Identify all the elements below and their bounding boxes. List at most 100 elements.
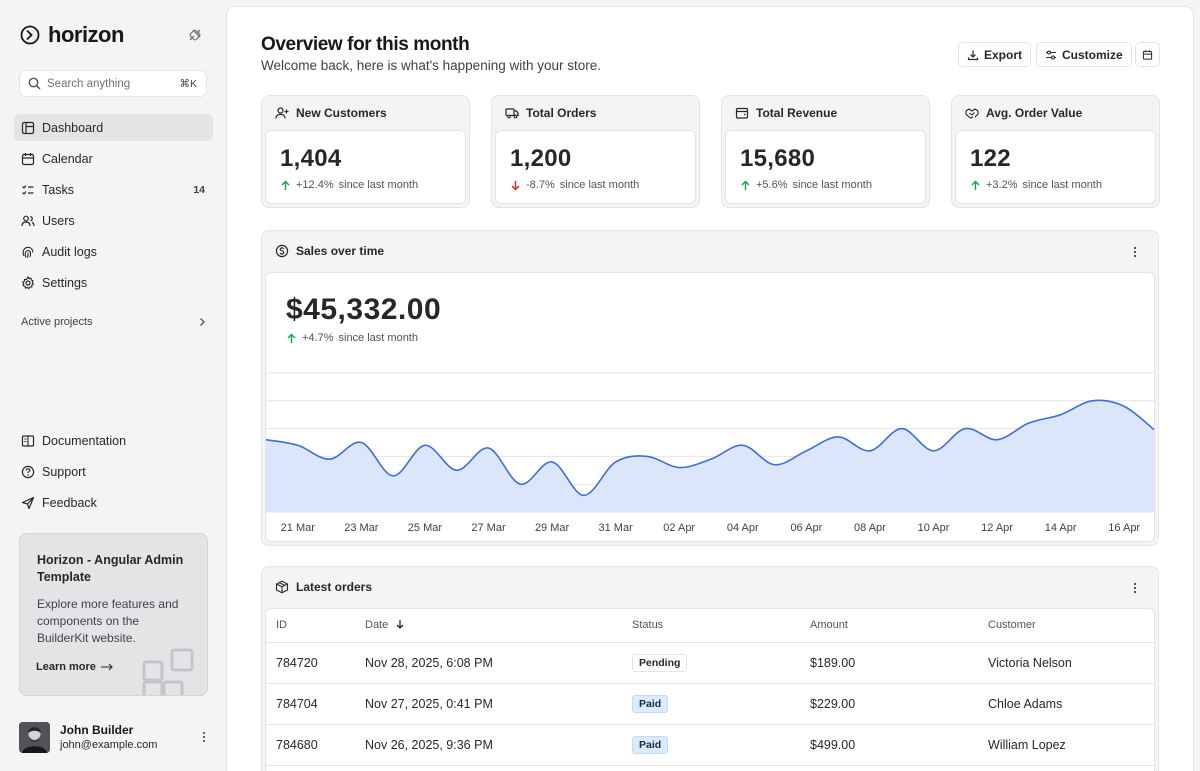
brand[interactable]: horizon: [20, 22, 124, 48]
active-projects-toggle[interactable]: Active projects: [21, 316, 207, 328]
panel-header: Latest orders: [275, 580, 372, 594]
card-title: Total Revenue: [756, 106, 838, 120]
column-header-status[interactable]: Status: [622, 609, 800, 643]
more-vertical-icon[interactable]: [1130, 581, 1140, 595]
column-header-date[interactable]: Date: [355, 609, 622, 643]
search-input[interactable]: [47, 77, 177, 90]
orders-panel: Latest orders ID Date Status Amount Cust…: [261, 566, 1159, 771]
arrow-up-icon: [287, 333, 296, 343]
user-plus-icon: [275, 107, 289, 119]
gear-icon: [21, 275, 35, 289]
brand-name: horizon: [48, 22, 124, 47]
order-customer: William Lopez: [978, 724, 1154, 766]
stat-delta: -8.7% since last month: [510, 179, 639, 191]
order-status: Pending: [622, 642, 800, 684]
users-icon: [21, 215, 35, 226]
order-date: Nov 28, 2025, 6:08 PM: [355, 642, 622, 684]
sidebar-item-calendar[interactable]: Calendar: [14, 145, 213, 172]
column-header-customer[interactable]: Customer: [978, 609, 1154, 643]
sidebar: horizon ⌘K Dashboard Calendar Tasks 14 U…: [0, 0, 226, 771]
more-vertical-icon[interactable]: [199, 730, 209, 744]
x-tick-label: 10 Apr: [918, 522, 950, 534]
x-tick-label: 04 Apr: [727, 522, 759, 534]
table-row[interactable]: 784720 Nov 28, 2025, 6:08 PM Pending $18…: [266, 642, 1154, 684]
learn-more-link[interactable]: Learn more: [36, 661, 114, 673]
truck-icon: [505, 108, 519, 119]
table-row[interactable]: 784704 Nov 27, 2025, 0:41 PM Paid $229.0…: [266, 683, 1154, 725]
column-header-label: Date: [365, 619, 389, 632]
learn-more-label: Learn more: [36, 661, 96, 673]
sidebar-item-dashboard[interactable]: Dashboard: [14, 114, 213, 141]
more-vertical-icon[interactable]: [1130, 245, 1140, 259]
stat-value: 1,404: [280, 145, 342, 172]
sidebar-collapse-icon[interactable]: [188, 28, 202, 42]
card-header: Total Revenue: [735, 106, 837, 120]
table-row[interactable]: 784680 Nov 26, 2025, 9:36 PM Paid $499.0…: [266, 724, 1154, 766]
sidebar-item-label: Documentation: [42, 433, 127, 448]
x-tick-label: 29 Mar: [535, 522, 570, 534]
secondary-nav: Documentation Support Feedback: [14, 427, 213, 520]
x-tick-label: 02 Apr: [663, 522, 695, 534]
column-header-id[interactable]: ID: [266, 609, 355, 643]
order-id: 784680: [266, 724, 355, 766]
coins-icon: [275, 244, 289, 258]
sidebar-item-settings[interactable]: Settings: [14, 269, 213, 296]
sidebar-item-feedback[interactable]: Feedback: [14, 489, 213, 516]
x-tick-label: 21 Mar: [281, 522, 316, 534]
customize-button[interactable]: Customize: [1036, 42, 1132, 67]
calendar-icon: [1142, 49, 1153, 60]
sidebar-item-label: Settings: [42, 275, 88, 290]
stat-card-total-revenue: Total Revenue 15,680 +5.6% since last mo…: [721, 95, 930, 208]
main-content: Overview for this month Welcome back, he…: [226, 6, 1194, 771]
sidebar-item-label: Users: [42, 213, 75, 228]
avatar: [19, 721, 50, 753]
orders-body: ID Date Status Amount Customer 784720 No…: [265, 608, 1155, 771]
sidebar-item-support[interactable]: Support: [14, 458, 213, 485]
status-badge: Paid: [632, 694, 669, 713]
wallet-icon: [735, 107, 749, 119]
page-title: Overview for this month: [261, 34, 470, 55]
search-icon: [28, 77, 41, 90]
sidebar-item-documentation[interactable]: Documentation: [14, 427, 213, 454]
send-icon: [21, 496, 35, 509]
delta-note: since last month: [559, 179, 640, 191]
sidebar-item-audit-logs[interactable]: Audit logs: [14, 238, 213, 265]
search-box[interactable]: ⌘K: [19, 70, 207, 97]
sidebar-item-tasks[interactable]: Tasks 14: [14, 176, 213, 203]
order-id: 784720: [266, 642, 355, 684]
x-tick-label: 16 Apr: [1108, 522, 1140, 534]
stat-delta: +3.2% since last month: [970, 179, 1102, 191]
arrow-up-icon: [281, 180, 290, 190]
delta-value: +4.7%: [302, 332, 334, 344]
sidebar-item-users[interactable]: Users: [14, 207, 213, 234]
export-button[interactable]: Export: [958, 42, 1032, 67]
order-customer: Victoria Nelson: [978, 642, 1154, 684]
stat-value: 1,200: [510, 145, 572, 172]
order-customer: Chloe Adams: [978, 683, 1154, 725]
x-tick-label: 08 Apr: [854, 522, 886, 534]
date-picker-button[interactable]: [1135, 42, 1160, 67]
page-subtitle: Welcome back, here is what's happening w…: [261, 58, 601, 73]
stat-value: 15,680: [740, 145, 816, 172]
card-header: Total Orders: [505, 106, 596, 120]
order-date: Nov 27, 2025, 0:41 PM: [355, 683, 622, 725]
arrow-right-icon: [100, 663, 113, 671]
arrow-down-icon: [511, 180, 520, 190]
sales-total: $45,332.00: [286, 293, 442, 326]
card-body: 1,200 -8.7% since last month: [495, 130, 696, 204]
column-header-amount[interactable]: Amount: [800, 609, 978, 643]
delta-value: +3.2%: [986, 179, 1018, 191]
layout-icon: [21, 121, 35, 134]
table-header-row: ID Date Status Amount Customer: [266, 609, 1154, 643]
user-name: John Builder: [60, 723, 134, 737]
panel-title: Latest orders: [296, 580, 373, 594]
panel-header: Sales over time: [275, 244, 384, 258]
card-header: New Customers: [275, 106, 387, 120]
stat-card-total-orders: Total Orders 1,200 -8.7% since last mont…: [491, 95, 700, 208]
user-profile[interactable]: John Builder john@example.com: [19, 721, 209, 753]
delta-note: since last month: [792, 179, 872, 191]
tasks-count-badge: 14: [193, 183, 205, 196]
sidebar-item-label: Calendar: [42, 151, 93, 166]
fingerprint-icon: [22, 246, 34, 258]
chevron-right-icon: [200, 318, 205, 326]
